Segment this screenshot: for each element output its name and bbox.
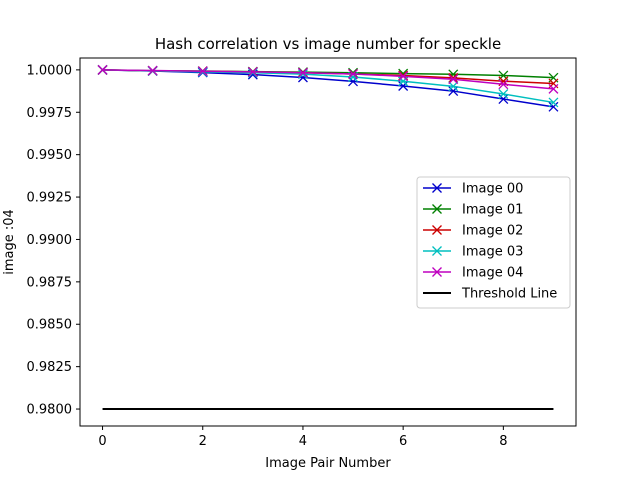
legend-label: Image 04 xyxy=(462,266,523,281)
data-point xyxy=(147,65,158,76)
legend-label: Image 00 xyxy=(462,182,523,197)
data-point xyxy=(348,68,359,79)
y-axis-label: image :04 xyxy=(2,209,17,275)
x-tick-label: 8 xyxy=(499,434,507,449)
x-axis: 0 2 4 6 8 xyxy=(98,426,507,449)
legend-label: Image 02 xyxy=(462,224,523,239)
y-tick-label: 0.9900 xyxy=(27,233,73,248)
y-axis: 0.9800 0.9825 0.9850 0.9875 0.9900 0.9925 0.99… xyxy=(27,63,80,418)
legend-marker xyxy=(432,225,442,235)
legend-marker xyxy=(432,246,442,256)
x-tick-label: 6 xyxy=(399,434,407,449)
y-tick-label: 0.9950 xyxy=(27,148,73,163)
series-layer xyxy=(97,64,559,411)
data-point xyxy=(247,66,258,77)
legend-item: Image 01 xyxy=(423,203,523,218)
x-tick-label: 2 xyxy=(199,434,207,449)
data-point xyxy=(348,76,359,87)
chart-title: Hash correlation vs image number for spe… xyxy=(155,35,501,53)
legend-label: Image 03 xyxy=(462,245,523,260)
legend-marker xyxy=(432,183,442,193)
legend-item: Image 03 xyxy=(423,245,523,260)
legend-item: Image 00 xyxy=(423,182,523,197)
series-line xyxy=(102,69,554,90)
y-tick-label: 1.0000 xyxy=(27,63,73,78)
data-point xyxy=(297,69,308,80)
data-point xyxy=(448,72,459,83)
legend-label: Threshold Line xyxy=(461,287,557,302)
data-point xyxy=(498,79,509,90)
data-point xyxy=(398,81,409,91)
legend-item: Threshold Line xyxy=(423,287,557,302)
data-point xyxy=(498,88,509,99)
legend-item: Image 04 xyxy=(423,266,523,281)
x-tick-label: 4 xyxy=(299,434,307,449)
data-point xyxy=(398,71,409,82)
series-image-04 xyxy=(97,64,559,94)
data-point xyxy=(448,81,459,92)
x-axis-label: Image Pair Number xyxy=(265,456,391,471)
data-point xyxy=(97,64,108,75)
data-point xyxy=(448,74,459,85)
legend-marker xyxy=(432,204,442,214)
data-point xyxy=(348,67,359,78)
data-point xyxy=(197,66,208,77)
legend-marker xyxy=(432,267,442,277)
data-point xyxy=(548,97,559,108)
data-point xyxy=(297,67,308,78)
y-tick-label: 0.9800 xyxy=(27,403,73,418)
x-tick-label: 0 xyxy=(98,434,106,449)
y-tick-label: 0.9875 xyxy=(27,275,73,290)
data-point xyxy=(548,101,559,112)
legend-frame xyxy=(416,176,571,309)
legend-label: Image 01 xyxy=(462,203,523,218)
y-tick-label: 0.9975 xyxy=(27,106,73,121)
y-tick-label: 0.9850 xyxy=(27,318,73,333)
legend-item: Image 02 xyxy=(423,224,523,239)
y-tick-label: 0.9925 xyxy=(27,191,73,206)
y-tick-label: 0.9825 xyxy=(27,360,73,375)
data-point xyxy=(548,83,559,94)
data-point xyxy=(448,86,459,97)
legend: Image 00 Image 01 Image 02 Image 03 Image 04… xyxy=(416,176,571,309)
data-point xyxy=(398,76,409,87)
